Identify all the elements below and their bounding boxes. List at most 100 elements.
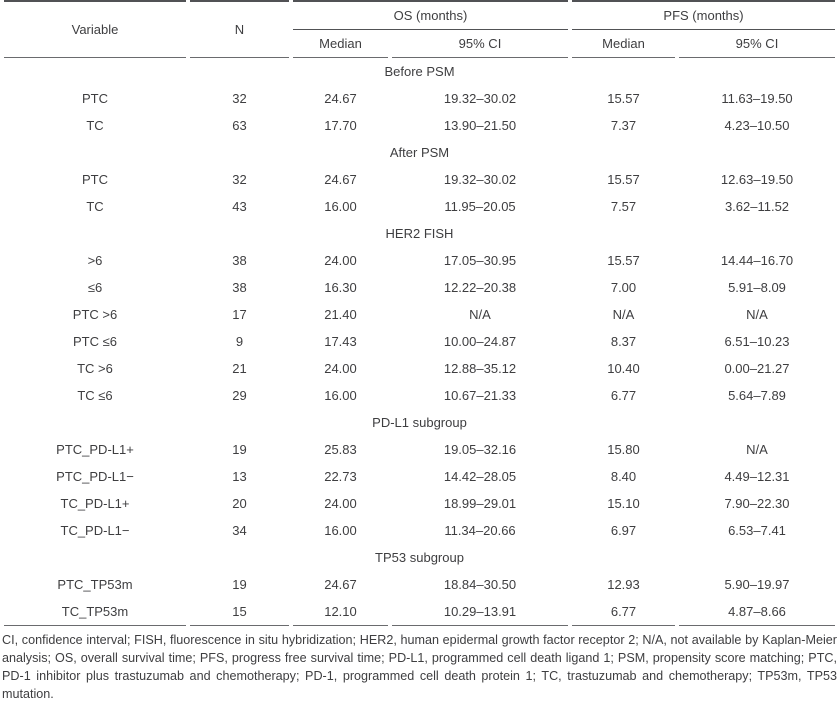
group-label: PD-L1 subgroup [372, 415, 467, 430]
group-row: HER2 FISH [4, 220, 835, 247]
cell-pfs_median: 15.57 [607, 91, 640, 106]
table-row: TC >6 21 24.00 12.88–35.12 10.40 0.00–21.27 [4, 355, 835, 382]
table-body: Before PSM PTC 32 24.67 19.32–30.02 15.57 11.6… [4, 58, 835, 626]
table-row: PTC >6 17 21.40 N/A N/A N/A [4, 301, 835, 328]
cell-os_median: 24.67 [324, 91, 357, 106]
cell-os_median: 24.00 [324, 496, 357, 511]
cell-pfs_ci: N/A [746, 307, 768, 322]
table-row: PTC 32 24.67 19.32–30.02 15.57 12.63–19.50 [4, 166, 835, 193]
group-row: After PSM [4, 139, 835, 166]
cell-os_ci: 19.05–32.16 [443, 442, 517, 457]
cell-pfs_median: N/A [612, 307, 635, 322]
cell-pfs_median: 7.00 [610, 280, 637, 295]
cell-pfs_ci: 4.49–12.31 [724, 469, 790, 484]
cell-pfs_ci: 6.53–7.41 [728, 523, 786, 538]
cell-os_ci: N/A [469, 307, 491, 322]
row-label: PTC ≤6 [73, 334, 117, 349]
cell-n: 13 [232, 469, 247, 484]
cell-pfs_ci: 7.90–22.30 [724, 496, 790, 511]
table-row: PTC ≤6 9 17.43 10.00–24.87 8.37 6.51–10.23 [4, 328, 835, 355]
cell-n: 38 [232, 253, 247, 268]
group-row: PD-L1 subgroup [4, 409, 835, 436]
cell-n: 32 [232, 91, 247, 106]
table-row: PTC 32 24.67 19.32–30.02 15.57 11.63–19.50 [4, 85, 835, 112]
cell-pfs_ci: 12.63–19.50 [720, 172, 794, 187]
cell-os_median: 24.67 [324, 172, 357, 187]
cell-os_ci: 10.00–24.87 [443, 334, 517, 349]
row-label: >6 [87, 253, 103, 268]
col-header-os-ci: 95% CI [392, 30, 568, 58]
table-row: TC 43 16.00 11.95–20.05 7.57 3.62–11.52 [4, 193, 835, 220]
row-label: ≤6 [87, 280, 103, 295]
cell-os_ci: 18.99–29.01 [443, 496, 517, 511]
group-label: Before PSM [384, 64, 455, 79]
table-row: PTC_PD-L1− 13 22.73 14.42–28.05 8.40 4.49–12.… [4, 463, 835, 490]
row-label: TC >6 [77, 361, 113, 376]
cell-n: 15 [190, 598, 289, 626]
group-label: HER2 FISH [385, 226, 454, 241]
cell-os_median: 21.40 [324, 307, 357, 322]
cell-os_ci: 19.32–30.02 [443, 172, 517, 187]
cell-pfs_median: 8.37 [610, 334, 637, 349]
cell-pfs_ci: 6.51–10.23 [724, 334, 790, 349]
cell-os_ci: 13.90–21.50 [443, 118, 517, 133]
cell-pfs_ci: 14.44–16.70 [720, 253, 794, 268]
cell-pfs_ci: 4.87–8.66 [679, 598, 835, 626]
row-label: TC ≤6 [77, 388, 113, 403]
col-group-os: OS (months) [293, 0, 568, 30]
cell-n: 29 [232, 388, 247, 403]
cell-os_median: 12.10 [293, 598, 388, 626]
table-row: TC_PD-L1− 34 16.00 11.34–20.66 6.97 6.53–7.41 [4, 517, 835, 544]
cell-pfs_median: 7.37 [610, 118, 637, 133]
cell-os_ci: 10.67–21.33 [443, 388, 517, 403]
cell-pfs_ci: 5.91–8.09 [728, 280, 786, 295]
cell-os_ci: 10.29–13.91 [392, 598, 568, 626]
cell-pfs_ci: 4.23–10.50 [724, 118, 790, 133]
cell-pfs_median: 15.57 [607, 253, 640, 268]
cell-pfs_median: 6.77 [572, 598, 675, 626]
cell-os_median: 24.00 [324, 253, 357, 268]
row-label: TC_PD-L1− [60, 523, 130, 538]
cell-pfs_median: 6.97 [610, 523, 637, 538]
cell-os_median: 25.83 [324, 442, 357, 457]
col-header-pfs-median: Median [572, 30, 675, 58]
group-row: TP53 subgroup [4, 544, 835, 571]
row-label: TC_PD-L1+ [60, 496, 130, 511]
cell-os_median: 17.43 [324, 334, 357, 349]
cell-os_median: 16.30 [324, 280, 357, 295]
cell-n: 21 [232, 361, 247, 376]
cell-os_ci: 19.32–30.02 [443, 91, 517, 106]
cell-os_ci: 11.95–20.05 [444, 199, 516, 214]
group-row: Before PSM [4, 58, 835, 85]
cell-os_median: 24.00 [324, 361, 357, 376]
header-row-groups: Variable N OS (months) PFS (months) [4, 0, 835, 58]
cell-os_median: 16.00 [324, 388, 357, 403]
cell-n: 32 [232, 172, 247, 187]
cell-os_median: 16.00 [324, 199, 357, 214]
table-row: PTC_PD-L1+ 19 25.83 19.05–32.16 15.80 N/A [4, 436, 835, 463]
table-header: Variable N OS (months) PFS (months) Medi… [4, 0, 835, 58]
cell-pfs_median: 15.80 [607, 442, 640, 457]
row-label: PTC_PD-L1+ [56, 442, 134, 457]
row-label: TC_TP53m [4, 598, 186, 626]
cell-n: 63 [232, 118, 247, 133]
cell-pfs_median: 8.40 [610, 469, 637, 484]
cell-os_median: 24.67 [324, 577, 357, 592]
table-row: >6 38 24.00 17.05–30.95 15.57 14.44–16.70 [4, 247, 835, 274]
cell-os_median: 17.70 [324, 118, 357, 133]
table-row: TC_PD-L1+ 20 24.00 18.99–29.01 15.10 7.90–22.… [4, 490, 835, 517]
cell-n: 19 [232, 442, 247, 457]
cell-os_ci: 12.22–20.38 [443, 280, 517, 295]
cell-os_median: 16.00 [324, 523, 357, 538]
cell-os_ci: 14.42–28.05 [443, 469, 517, 484]
table-row: TC 63 17.70 13.90–21.50 7.37 4.23–10.50 [4, 112, 835, 139]
cell-os_median: 22.73 [324, 469, 357, 484]
row-label: PTC [82, 172, 108, 187]
col-header-os-median: Median [293, 30, 388, 58]
header-row-subcolumns: Median 95% CI Median 95% CI [4, 30, 835, 58]
group-label: After PSM [389, 145, 450, 160]
cell-pfs_median: 7.57 [610, 199, 637, 214]
cell-pfs_ci: 5.64–7.89 [728, 388, 786, 403]
table-row: PTC_TP53m 19 24.67 18.84–30.50 12.93 5.90–19.… [4, 571, 835, 598]
